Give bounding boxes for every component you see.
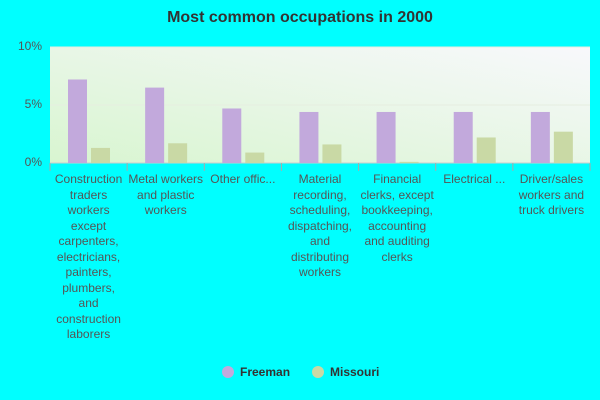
x-tick-label: Other offic...	[210, 172, 276, 186]
y-tick-label: 5%	[25, 97, 43, 111]
bar	[168, 143, 188, 163]
bar	[399, 161, 419, 163]
legend-label: Freeman	[240, 365, 290, 379]
bar	[553, 131, 573, 163]
x-tick-label: Material recording, scheduling, dispatch…	[287, 172, 353, 279]
bar	[530, 111, 550, 163]
bar	[91, 147, 110, 163]
y-tick-label: 0%	[25, 155, 43, 169]
x-tick-label: Metal workers and plastic workers	[128, 172, 204, 217]
bar	[453, 111, 473, 163]
chart-title: Most common occupations in 2000	[167, 9, 433, 26]
bar	[299, 111, 319, 163]
bar	[322, 144, 342, 163]
x-tick-label: Financial clerks, except bookkeeping, ac…	[360, 172, 434, 264]
legend-label: Missouri	[330, 365, 379, 379]
bar	[222, 108, 242, 163]
x-tick-label: Construction traders workers except carp…	[54, 172, 123, 341]
x-tick-label: Electrical ...	[443, 172, 506, 186]
legend-swatch	[312, 366, 324, 378]
y-tick-label: 10%	[18, 39, 42, 53]
bar	[68, 79, 87, 163]
bar	[145, 87, 165, 163]
bar	[376, 111, 396, 163]
bar	[245, 152, 265, 163]
legend-swatch	[222, 366, 234, 378]
x-tick-label: Driver/sales workers and truck drivers	[518, 172, 585, 217]
bar	[476, 137, 496, 163]
